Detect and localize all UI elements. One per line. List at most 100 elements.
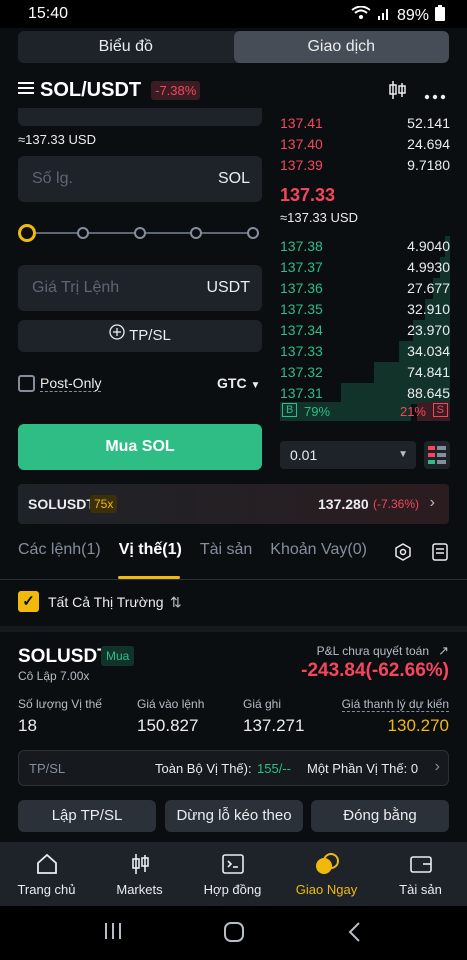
ask-price: 137.41	[280, 115, 323, 131]
nav-markets-label: Markets	[116, 882, 163, 897]
tpsl-button[interactable]: TP/SL	[18, 320, 262, 352]
settings-hex-icon[interactable]	[394, 543, 412, 566]
tab-orders[interactable]: Các lệnh(1)	[18, 541, 101, 558]
bid-row[interactable]: 137.38 4.9040	[280, 236, 450, 257]
status-bar: 15:40 89%	[0, 0, 467, 28]
ticker-change: (-7.36%)	[373, 497, 420, 511]
slider-mark-100[interactable]	[247, 227, 259, 239]
nav-markets[interactable]: Markets	[93, 852, 186, 897]
bid-row[interactable]: 137.37 4.9930	[280, 257, 450, 278]
slider-mark-25[interactable]	[77, 227, 89, 239]
ask-row[interactable]: 137.39 9.7180	[280, 155, 450, 176]
nav-home-label: Trang chủ	[17, 882, 76, 897]
buy-ratio-bar	[280, 402, 412, 421]
candlestick-icon[interactable]	[388, 80, 408, 105]
order-value-input[interactable]: Giá Trị Lệnh USDT	[18, 265, 262, 311]
bid-qty: 32.910	[407, 301, 450, 317]
tab-chart[interactable]: Biểu đồ	[98, 38, 153, 55]
bid-depth-bar	[439, 257, 450, 278]
pair-header[interactable]: SOL/USDT -7.38%	[18, 79, 201, 102]
ticker-strip[interactable]: SOLUSDT 75x 137.280 (-7.36%) ›	[18, 484, 449, 524]
pair-name[interactable]: SOL/USDT	[40, 79, 142, 101]
bid-price: 137.33	[280, 343, 323, 359]
nav-wallet-label: Tài sản	[399, 882, 442, 897]
slider-mark-50[interactable]	[134, 227, 146, 239]
close-position-button[interactable]: Đóng bằng	[311, 800, 449, 832]
nav-futures-label: Hợp đồng	[203, 882, 262, 897]
all-markets-checkbox[interactable]: ✓	[18, 591, 39, 612]
pair-change-badge: -7.38%	[151, 81, 201, 100]
position-symbol[interactable]: SOLUSDT	[18, 646, 109, 667]
slider-handle[interactable]	[18, 224, 36, 242]
bid-row[interactable]: 137.35 32.910	[280, 299, 450, 320]
home-button-icon[interactable]	[223, 921, 245, 948]
post-only-label[interactable]: Post-Only	[40, 375, 102, 392]
bid-row[interactable]: 137.32 74.841	[280, 362, 450, 383]
slider-mark-75[interactable]	[190, 227, 202, 239]
approx-price: ≈137.33 USD	[18, 132, 96, 147]
bid-row[interactable]: 137.31 88.645	[280, 383, 450, 404]
more-icon[interactable]	[424, 84, 446, 105]
pnl-value: -243.84(-62.66%)	[301, 660, 449, 681]
post-only-checkbox[interactable]	[18, 375, 35, 392]
tif-value: GTC	[217, 375, 247, 391]
sell-ratio: 21%	[399, 404, 426, 419]
full-position-label: Toàn Bộ Vị Thế):	[155, 761, 252, 776]
battery-icon	[435, 5, 445, 26]
ask-price: 137.40	[280, 136, 323, 152]
bid-price: 137.37	[280, 259, 323, 275]
buy-button[interactable]: Mua SOL	[18, 424, 262, 470]
trailing-stop-button[interactable]: Dừng lỗ kéo theo	[165, 800, 303, 832]
bid-depth-bar	[433, 278, 450, 299]
buy-ratio: 79%	[304, 404, 331, 419]
spot-icon	[280, 852, 373, 882]
ask-row[interactable]: 137.41 52.141	[280, 113, 450, 134]
bid-depth-bar	[444, 236, 450, 257]
history-icon[interactable]	[432, 543, 448, 566]
nav-home[interactable]: Trang chủ	[0, 852, 93, 897]
ticker-symbol: SOLUSDT	[28, 496, 95, 512]
tab-trade[interactable]: Giao dịch	[233, 31, 449, 63]
bid-depth-bar	[424, 299, 450, 320]
tick-size-select[interactable]: 0.01 ▼	[280, 441, 416, 469]
bid-qty: 27.677	[407, 280, 450, 296]
tab-loans[interactable]: Khoản Vay(0)	[270, 541, 367, 558]
bid-qty: 4.9040	[407, 238, 450, 254]
bid-row[interactable]: 137.34 23.970	[280, 320, 450, 341]
set-tpsl-button[interactable]: Lập TP/SL	[18, 800, 156, 832]
liq-price-value: 130.270	[387, 716, 449, 735]
nav-futures[interactable]: Hợp đồng	[186, 852, 279, 897]
last-price-usd: ≈137.33 USD	[280, 210, 358, 225]
bid-depth-bar	[341, 383, 450, 404]
ask-qty: 9.7180	[407, 157, 450, 173]
bid-qty: 23.970	[407, 322, 450, 338]
bid-row[interactable]: 137.36 27.677	[280, 278, 450, 299]
tab-assets[interactable]: Tài sản	[199, 541, 253, 558]
battery-percent: 89%	[396, 6, 429, 24]
recents-icon[interactable]	[103, 921, 123, 946]
tab-positions[interactable]: Vị thế(1)	[118, 541, 182, 558]
back-icon[interactable]	[347, 921, 361, 948]
menu-icon[interactable]	[18, 80, 34, 101]
position-size-value: 18	[18, 716, 37, 735]
nav-spot[interactable]: Giao Ngay	[280, 852, 373, 897]
wifi-icon	[351, 5, 371, 25]
quantity-placeholder: Số lg.	[32, 170, 73, 187]
caret-down-icon: ▼	[398, 449, 408, 460]
ask-price: 137.39	[280, 157, 323, 173]
wallet-icon	[374, 852, 467, 882]
pnl-label: P&L chưa quyết toán	[316, 644, 429, 658]
nav-wallet[interactable]: Tài sản	[374, 852, 467, 897]
quantity-input[interactable]: Số lg. SOL	[18, 156, 262, 202]
share-icon[interactable]: ↗	[438, 643, 449, 658]
position-tpsl-row[interactable]: TP/SL Toàn Bộ Vị Thế): 155/-- Một Phần V…	[18, 750, 449, 786]
orderbook-layout-button[interactable]	[424, 441, 450, 469]
sort-icon[interactable]: ⇅	[170, 594, 182, 610]
bid-row[interactable]: 137.33 34.034	[280, 341, 450, 362]
order-value-placeholder: Giá Trị Lệnh	[32, 279, 120, 296]
price-input-partial[interactable]	[18, 108, 262, 126]
buy-badge: B	[282, 403, 298, 417]
ask-row[interactable]: 137.40 24.694	[280, 134, 450, 155]
status-time: 15:40	[28, 5, 69, 22]
tif-select[interactable]: GTC ▼	[217, 375, 260, 391]
